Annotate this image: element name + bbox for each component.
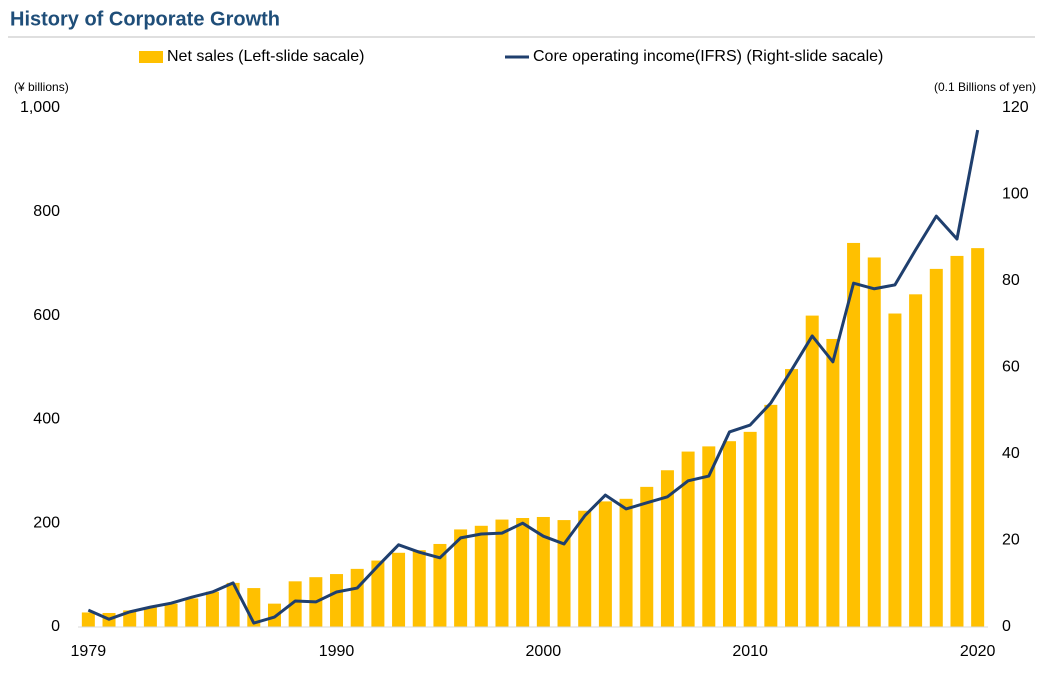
bar (205, 591, 219, 627)
bar (764, 404, 778, 627)
bar (516, 518, 530, 627)
bar (888, 313, 902, 627)
bar (330, 574, 344, 627)
bar (412, 550, 426, 627)
bar (226, 582, 240, 627)
y2-axis-label: (0.1 Billions of yen) (934, 80, 1036, 94)
bar (536, 516, 550, 627)
legend-label: Net sales (Left-slide sacale) (167, 48, 364, 65)
bar (909, 294, 923, 627)
bar (785, 369, 799, 627)
bar (185, 598, 199, 627)
bar (81, 612, 95, 627)
bar (288, 581, 302, 627)
bar (826, 338, 840, 627)
bar (619, 498, 633, 627)
bar (164, 603, 178, 627)
y-tick-label: 200 (33, 514, 60, 531)
bar (143, 607, 157, 627)
bar (495, 519, 509, 627)
bar (847, 242, 861, 627)
bar (929, 268, 943, 627)
legend-swatch (139, 51, 163, 63)
y2-tick-label: 20 (1002, 532, 1020, 549)
line (87, 129, 980, 625)
y-tick-label: 1,000 (20, 99, 60, 116)
x-tick-label: 2020 (960, 643, 996, 660)
chart-title: History of Corporate Growth (10, 8, 280, 30)
y-tick-label: 0 (51, 618, 60, 635)
bar (350, 568, 364, 627)
y-tick-label: 800 (33, 203, 60, 220)
y-tick-label: 600 (33, 307, 60, 324)
bar (722, 441, 736, 627)
bar (557, 520, 571, 627)
bar (743, 431, 757, 627)
bar (371, 560, 385, 627)
bar (598, 501, 612, 627)
bar (681, 451, 695, 627)
bar (640, 486, 654, 627)
bar (578, 510, 592, 627)
bar (660, 470, 674, 627)
bar (971, 248, 985, 627)
bar (805, 315, 819, 627)
bar (867, 257, 881, 627)
y2-tick-label: 0 (1002, 618, 1011, 635)
x-tick-label: 1979 (71, 643, 107, 660)
y2-tick-label: 40 (1002, 445, 1020, 462)
x-tick-label: 1990 (319, 643, 355, 660)
legend-label: Core operating income(IFRS) (Right-slide… (533, 48, 883, 65)
x-tick-label: 2010 (732, 643, 768, 660)
x-tick-label: 2000 (526, 643, 562, 660)
bar (454, 529, 468, 627)
bar (702, 446, 716, 627)
y-tick-label: 400 (33, 411, 60, 428)
bar (392, 552, 406, 627)
bar (433, 543, 447, 627)
bar (474, 525, 488, 627)
bar (950, 255, 964, 628)
y2-tick-label: 120 (1002, 99, 1029, 116)
y2-tick-label: 80 (1002, 272, 1020, 289)
y2-tick-label: 60 (1002, 359, 1020, 376)
y2-tick-label: 100 (1002, 186, 1029, 203)
y-axis-label: (¥ billions) (14, 80, 69, 94)
